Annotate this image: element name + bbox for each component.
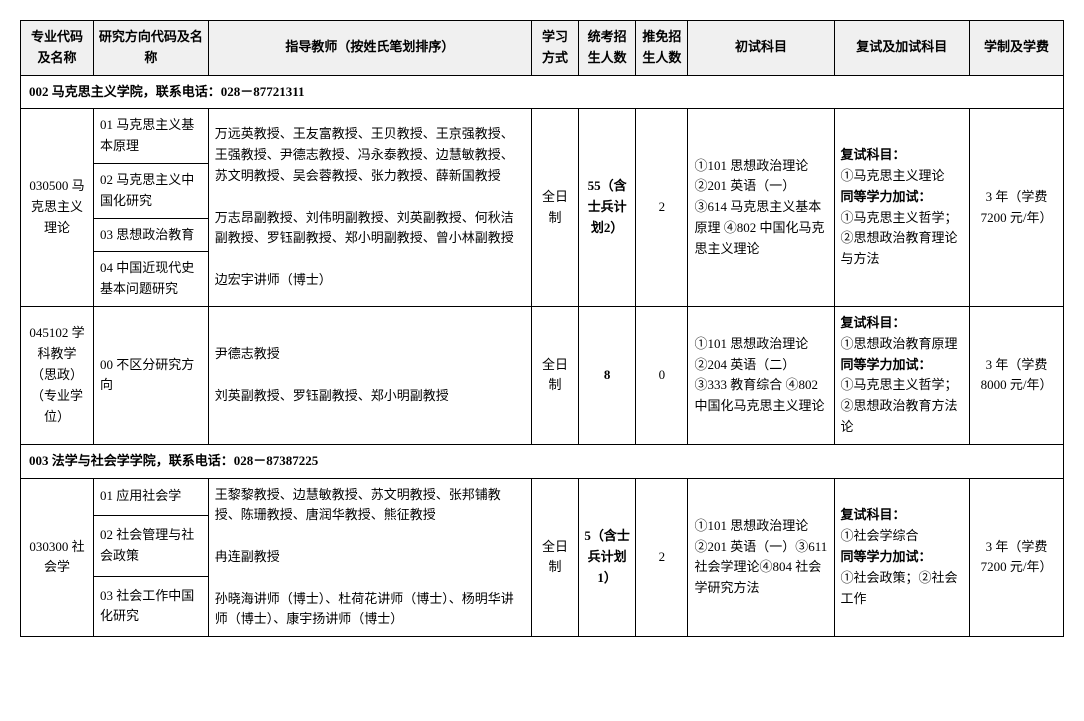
section-row: 002 马克思主义学院，联系电话：028－87721311 (21, 75, 1064, 109)
teacher-line: 边宏宇讲师（博士） (215, 270, 525, 291)
retest-label2: 同等学力加试： (841, 549, 932, 564)
h-enroll: 统考招生人数 (578, 21, 635, 76)
admissions-table: 专业代码及名称 研究方向代码及名称 指导教师（按姓氏笔划排序） 学习方式 统考招… (20, 20, 1064, 637)
section-002: 002 马克思主义学院，联系电话：028－87721311 (21, 75, 1064, 109)
h-mode: 学习方式 (532, 21, 579, 76)
prelim-cell: ①101 思想政治理论②201 英语（一）③614 马克思主义基本原理 ④802… (688, 109, 834, 307)
retest-body: ①社会学综合 (841, 528, 919, 543)
retest-body2: ①社会政策；②社会工作 (841, 570, 958, 606)
retest-label: 复试科目： (841, 147, 906, 162)
h-direction: 研究方向代码及名称 (94, 21, 209, 76)
retest-body: ①马克思主义理论 (841, 168, 945, 183)
mode-cell: 全日制 (532, 109, 579, 307)
enroll-cell: 8 (578, 306, 635, 444)
h-prelim: 初试科目 (688, 21, 834, 76)
retest-label2: 同等学力加试： (841, 357, 932, 372)
retest-cell: 复试科目： ①社会学综合 同等学力加试： ①社会政策；②社会工作 (834, 478, 970, 637)
tuition-cell: 3 年（学费7200 元/年） (970, 478, 1064, 637)
teachers-cell: 尹德志教授 刘英副教授、罗钰副教授、郑小明副教授 (208, 306, 531, 444)
retest-label: 复试科目： (841, 507, 906, 522)
prelim-cell: ①101 思想政治理论②204 英语（二）③333 教育综合 ④802 中国化马… (688, 306, 834, 444)
direction-cell: 01 马克思主义基本原理 (94, 109, 209, 164)
major-name: 030300 社会学 (21, 478, 94, 637)
direction-cell: 01 应用社会学 (94, 478, 209, 515)
direction-cell: 02 社会管理与社会政策 (94, 516, 209, 577)
enroll-cell: 5（含士兵计划1） (578, 478, 635, 637)
h-teachers: 指导教师（按姓氏笔划排序） (208, 21, 531, 76)
teacher-line: 尹德志教授 (215, 344, 525, 365)
teachers-cell: 万远英教授、王友富教授、王贝教授、王京强教授、王强教授、尹德志教授、冯永泰教授、… (208, 109, 531, 307)
teacher-line: 万志昂副教授、刘伟明副教授、刘英副教授、何秋洁副教授、罗钰副教授、郑小明副教授、… (215, 208, 525, 250)
mode-cell: 全日制 (532, 478, 579, 637)
h-retest: 复试及加试科目 (834, 21, 970, 76)
recommend-cell: 2 (636, 109, 688, 307)
h-recommend: 推免招生人数 (636, 21, 688, 76)
teacher-line: 万远英教授、王友富教授、王贝教授、王京强教授、王强教授、尹德志教授、冯永泰教授、… (215, 124, 525, 186)
table-row: 045102 学科教学（思政）（专业学位） 00 不区分研究方向 尹德志教授 刘… (21, 306, 1064, 444)
header-row: 专业代码及名称 研究方向代码及名称 指导教师（按姓氏笔划排序） 学习方式 统考招… (21, 21, 1064, 76)
table-row: 030300 社会学 01 应用社会学 王黎黎教授、边慧敏教授、苏文明教授、张邦… (21, 478, 1064, 515)
teacher-line: 王黎黎教授、边慧敏教授、苏文明教授、张邦铺教授、陈珊教授、唐润华教授、熊征教授 (215, 485, 525, 527)
retest-cell: 复试科目： ①思想政治教育原理 同等学力加试： ①马克思主义哲学；②思想政治教育… (834, 306, 970, 444)
retest-label2: 同等学力加试： (841, 189, 932, 204)
direction-cell: 03 思想政治教育 (94, 218, 209, 252)
retest-label: 复试科目： (841, 315, 906, 330)
major-name: 045102 学科教学（思政）（专业学位） (21, 306, 94, 444)
recommend-cell: 2 (636, 478, 688, 637)
direction-cell: 00 不区分研究方向 (94, 306, 209, 444)
retest-cell: 复试科目： ①马克思主义理论 同等学力加试： ①马克思主义哲学；②思想政治教育理… (834, 109, 970, 307)
h-major: 专业代码及名称 (21, 21, 94, 76)
teacher-line: 孙晓海讲师（博士）、杜荷花讲师（博士）、杨明华讲师（博士）、康宇扬讲师（博士） (215, 589, 525, 631)
direction-cell: 03 社会工作中国化研究 (94, 576, 209, 637)
direction-cell: 04 中国近现代史基本问题研究 (94, 252, 209, 307)
recommend-cell: 0 (636, 306, 688, 444)
table-row: 030500 马克思主义理论 01 马克思主义基本原理 万远英教授、王友富教授、… (21, 109, 1064, 164)
enroll-cell: 55（含士兵计划2） (578, 109, 635, 307)
h-tuition: 学制及学费 (970, 21, 1064, 76)
retest-body: ①思想政治教育原理 (841, 336, 958, 351)
teachers-cell: 王黎黎教授、边慧敏教授、苏文明教授、张邦铺教授、陈珊教授、唐润华教授、熊征教授 … (208, 478, 531, 637)
section-003: 003 法学与社会学学院，联系电话：028－87387225 (21, 444, 1064, 478)
direction-cell: 02 马克思主义中国化研究 (94, 163, 209, 218)
major-name: 030500 马克思主义理论 (21, 109, 94, 307)
teacher-line: 冉连副教授 (215, 547, 525, 568)
teacher-line: 刘英副教授、罗钰副教授、郑小明副教授 (215, 386, 525, 407)
section-row: 003 法学与社会学学院，联系电话：028－87387225 (21, 444, 1064, 478)
retest-body2: ①马克思主义哲学；②思想政治教育方法论 (841, 377, 958, 434)
tuition-cell: 3 年（学费7200 元/年） (970, 109, 1064, 307)
mode-cell: 全日制 (532, 306, 579, 444)
retest-body2: ①马克思主义哲学；②思想政治教育理论与方法 (841, 210, 958, 267)
tuition-cell: 3 年（学费8000 元/年） (970, 306, 1064, 444)
prelim-cell: ①101 思想政治理论②201 英语（一）③611 社会学理论④804 社会学研… (688, 478, 834, 637)
